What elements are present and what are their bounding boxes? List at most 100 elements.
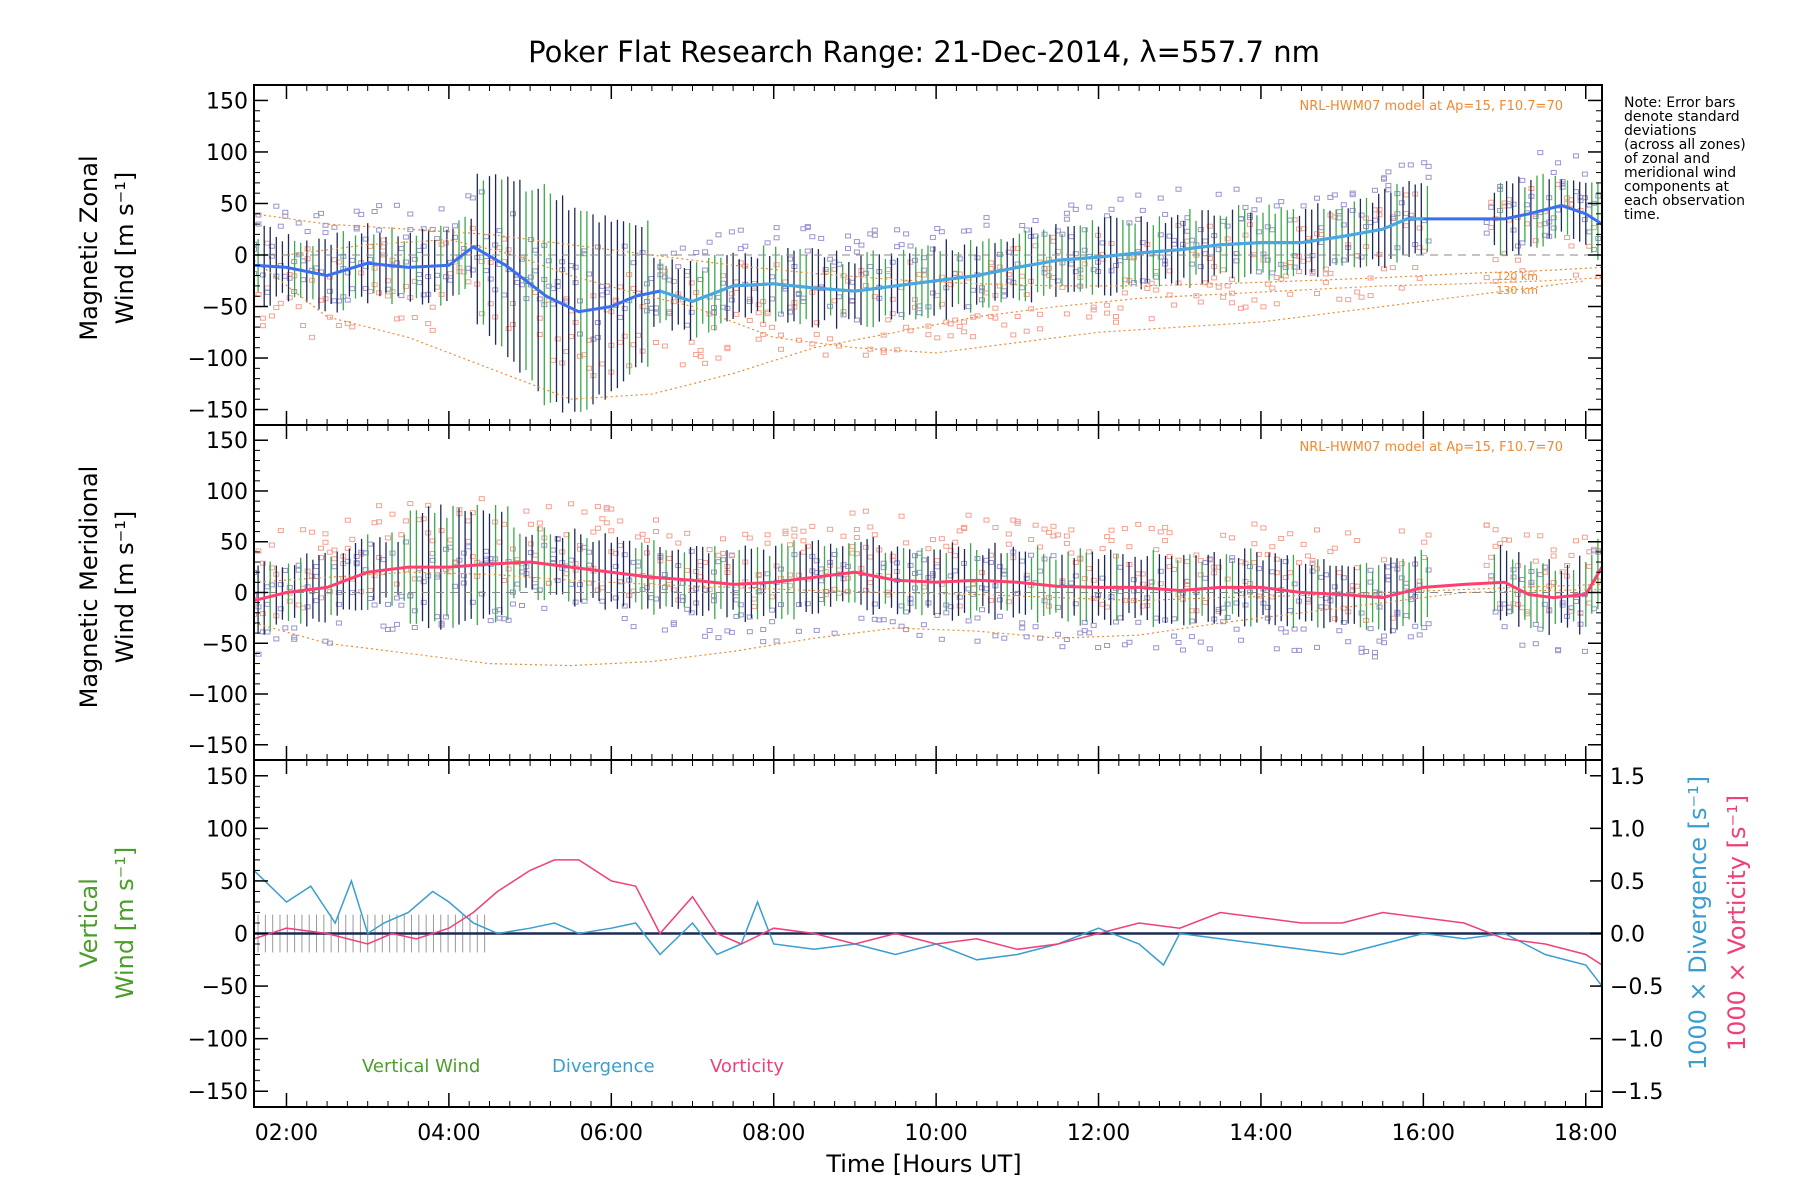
data-point [1206,223,1213,229]
data-point [1519,268,1526,274]
data-point [1595,274,1602,280]
right-tick-label: −1.5 [1610,1080,1663,1105]
data-point [335,298,342,304]
data-point [1063,533,1070,539]
data-point [545,258,552,264]
data-point [1519,177,1526,183]
data-point [845,575,851,581]
data-point [1340,257,1347,263]
data-point [371,573,378,579]
data-point [554,336,561,342]
data-point [1014,590,1021,596]
data-point [1121,290,1128,296]
data-point [590,529,597,535]
data-point [715,232,722,238]
data-point [916,632,923,638]
data-point [1171,302,1178,308]
data-point [800,528,807,534]
data-point [858,615,865,621]
data-point [929,234,936,240]
data-point [617,314,624,320]
data-point [349,324,356,330]
data-point [688,610,695,616]
data-point [1314,291,1320,296]
data-point [318,210,324,216]
data-point [483,548,490,554]
data-point [572,561,579,567]
data-point [313,564,320,569]
data-point [1309,253,1316,259]
data-point [1001,288,1008,294]
data-point [1515,592,1521,597]
data-point [670,279,677,284]
data-point [1273,570,1280,576]
data-point [1421,625,1428,631]
data-point [1515,243,1521,249]
data-point [751,596,758,602]
data-point [550,301,557,307]
data-point [1416,275,1423,281]
data-point [1372,649,1378,655]
data-point [639,304,646,310]
note-line: components at [1624,179,1730,195]
data-point [353,560,360,566]
data-point [1264,224,1271,230]
data-point [429,327,436,333]
data-point [773,225,780,231]
data-point [1331,616,1338,622]
data-point [755,589,762,595]
data-point [885,273,892,279]
data-point [862,270,869,276]
data-point [505,617,512,623]
x-tick-label: 10:00 [904,1121,967,1146]
data-point [1211,275,1218,281]
data-point [728,297,735,303]
data-point [1264,257,1271,263]
data-point [460,550,467,556]
data-point [469,554,476,560]
y-tick-label: 50 [220,531,248,556]
data-point [1028,552,1035,558]
data-point [907,562,914,568]
data-point [1541,232,1548,238]
data-point [1300,541,1307,547]
data-point [688,339,695,345]
data-point [1398,162,1405,168]
data-point [1220,218,1227,224]
data-point [1327,270,1334,276]
data-point [715,355,722,361]
data-point [1148,526,1155,532]
y-tick-label: −150 [188,1080,248,1105]
data-point [840,309,847,314]
data-point [1363,649,1370,654]
data-point [443,226,449,232]
data-point [259,560,266,566]
data-point [1273,646,1280,652]
data-point [670,622,677,627]
data-point [773,638,780,644]
data-point [1206,256,1213,261]
data-point [617,284,624,290]
data-point [371,209,378,214]
data-point [545,504,552,510]
data-point [1425,238,1432,244]
data-point [974,255,981,261]
data-point [1001,635,1008,641]
data-point [335,323,342,328]
data-point [956,271,963,277]
data-point [300,527,307,533]
data-point [1081,227,1088,233]
data-point [1577,198,1584,204]
data-point [1336,209,1343,215]
data-point [326,589,333,595]
data-point [773,262,780,268]
data-point [1247,581,1253,586]
data-point [1086,566,1093,572]
data-point [1032,218,1039,223]
data-point [1336,628,1343,634]
note-line: denote standard [1624,109,1740,125]
data-point [1135,521,1142,527]
data-point [478,496,485,502]
data-point [1331,584,1338,590]
data-point [1005,599,1012,605]
